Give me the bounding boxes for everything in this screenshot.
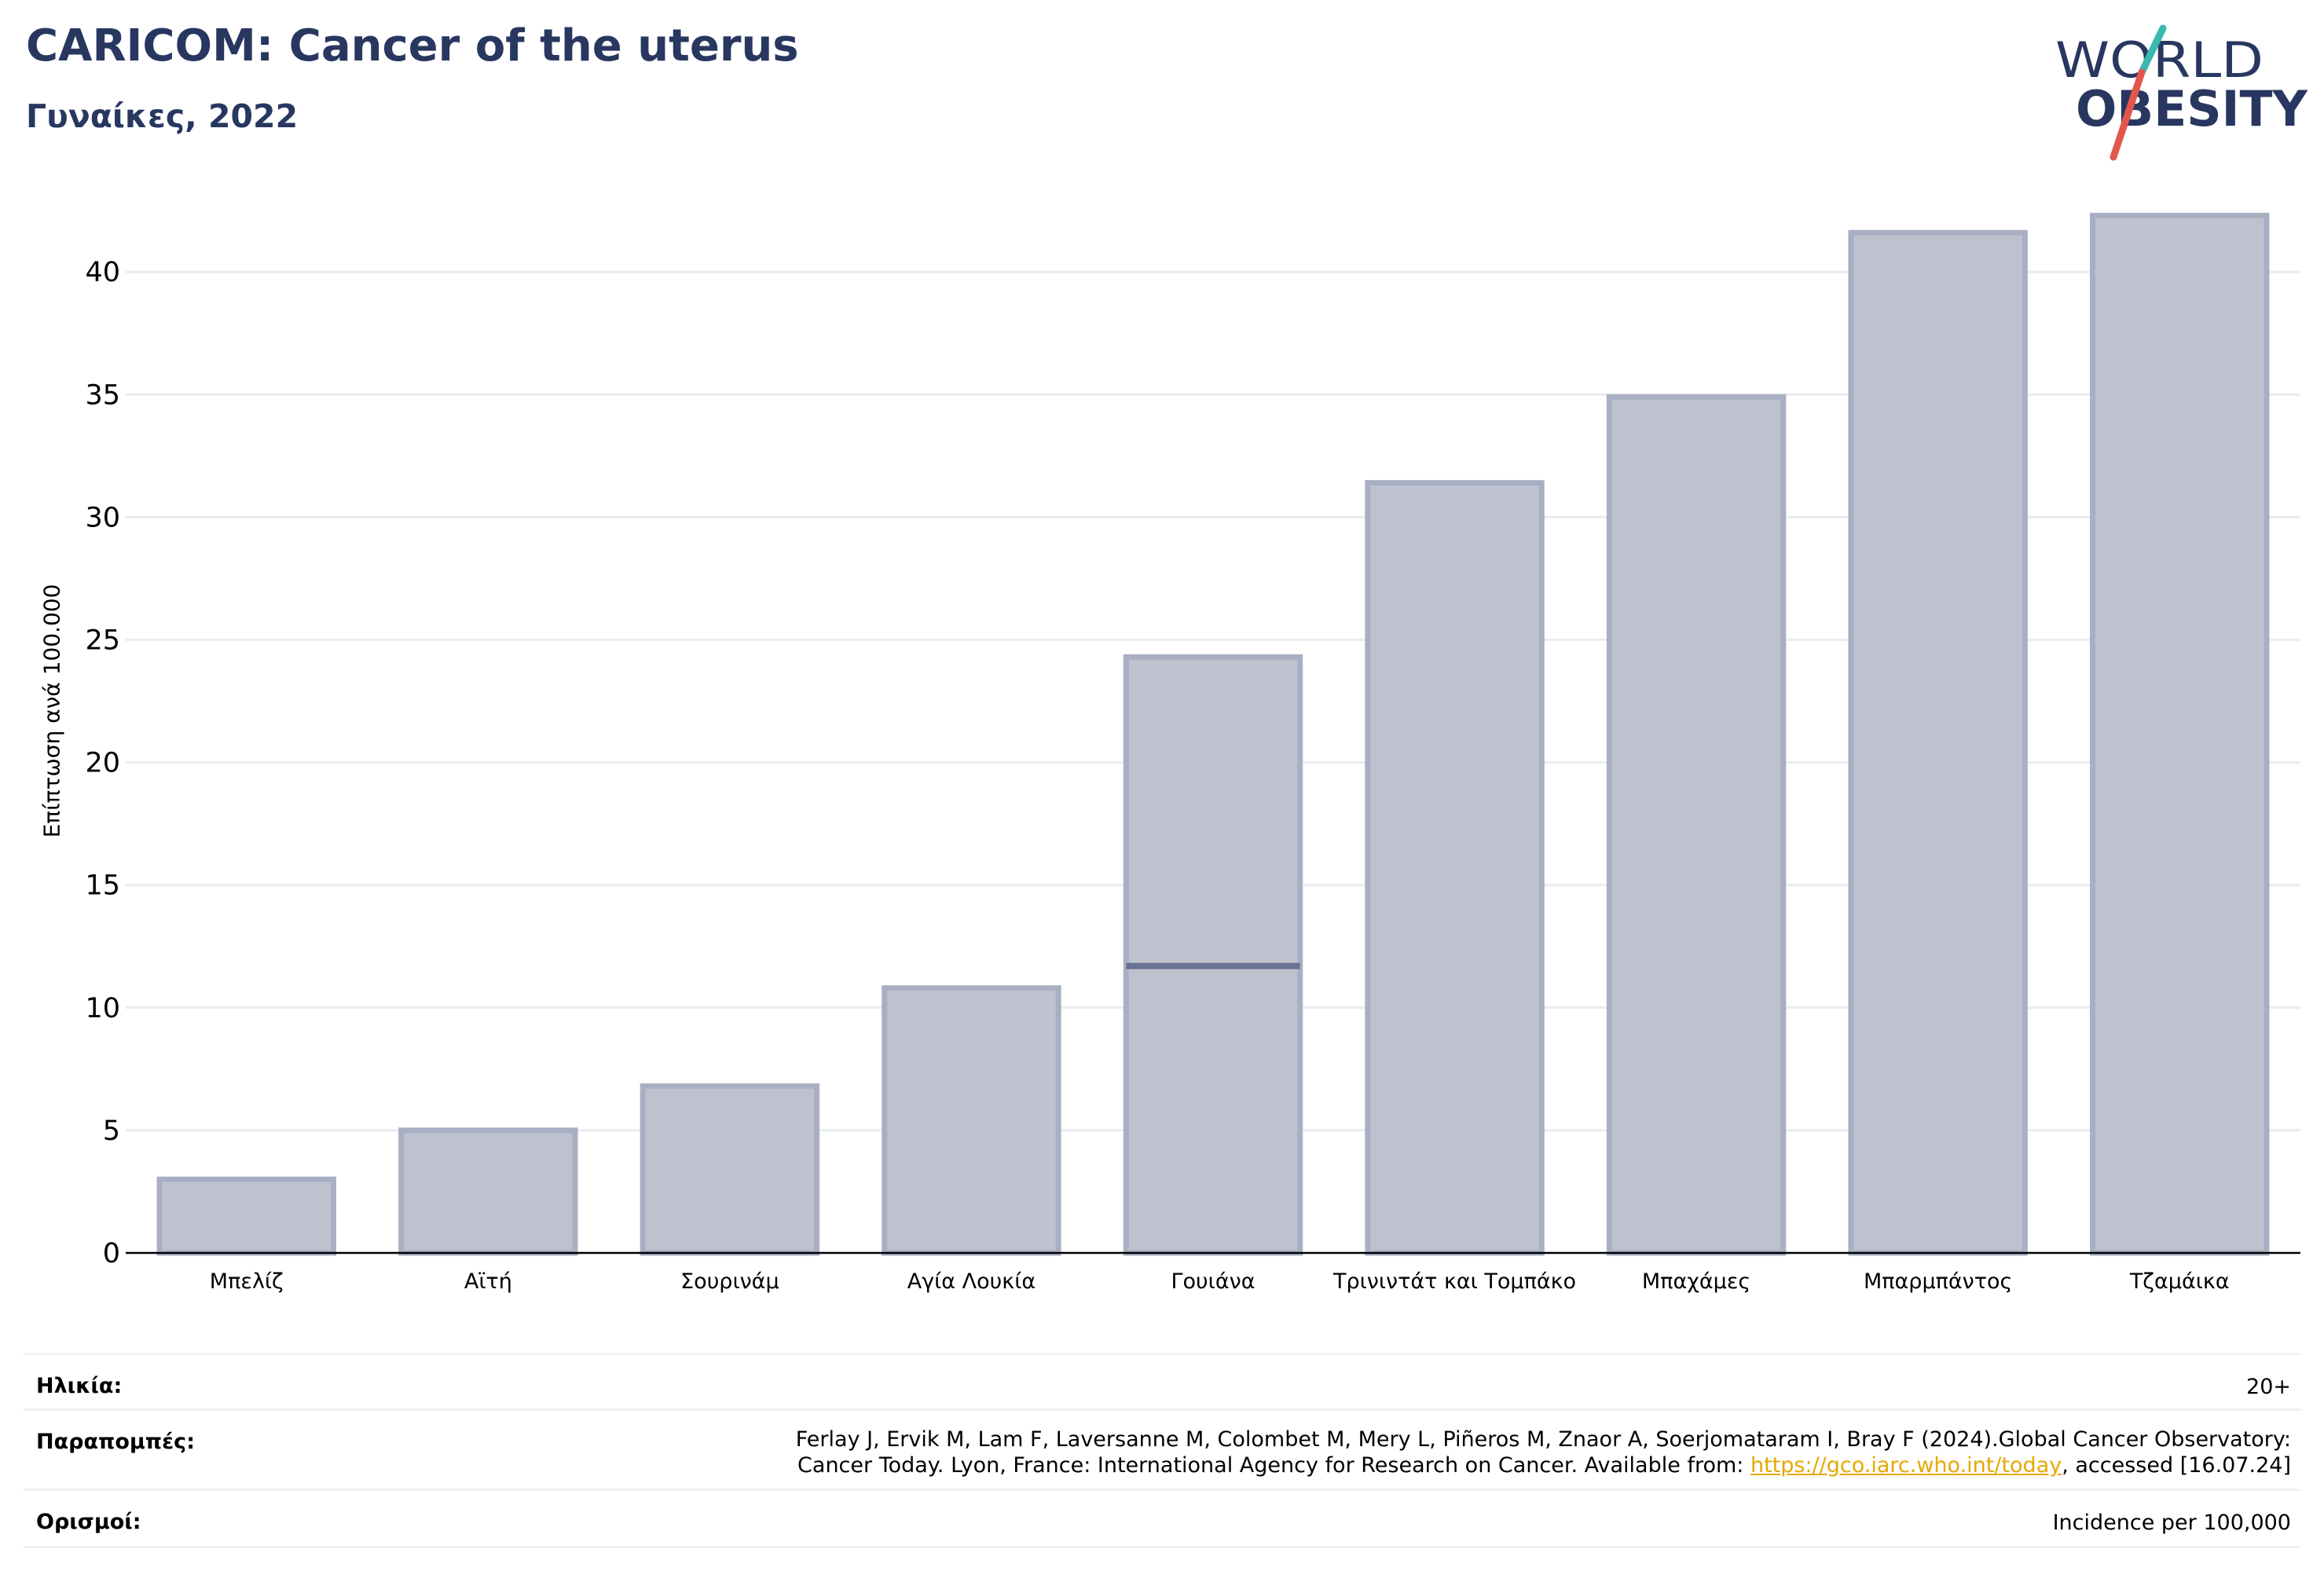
- world-obesity-logo: WORLD OBESITY: [2055, 24, 2308, 161]
- y-tick-label: 35: [85, 379, 120, 411]
- definitions-label: Ορισμοί:: [36, 1510, 141, 1534]
- references-label: Παραπομπές:: [36, 1430, 195, 1454]
- info-row-definitions: Ορισμοί: Incidence per 100,000: [24, 1489, 2300, 1548]
- references-line-2-end: , accessed [16.07.24]: [2062, 1453, 2291, 1478]
- y-tick-label: 10: [85, 993, 120, 1024]
- bar: [1606, 394, 1787, 1256]
- logo-slash-red: [2110, 68, 2146, 161]
- chart-subtitle: Γυναίκες, 2022: [26, 97, 299, 135]
- logo-slash-teal: [2138, 24, 2167, 76]
- x-tick-label: Τζαμάικα: [2129, 1269, 2230, 1294]
- x-tick-label: Σουρινάμ: [680, 1269, 779, 1294]
- bar: [1848, 229, 2028, 1256]
- bar: [398, 1127, 578, 1256]
- x-tick-label: Τρινιντάτ και Τομπάκο: [1332, 1269, 1576, 1294]
- bar: [1365, 480, 1545, 1256]
- y-tick-label: 30: [85, 502, 120, 533]
- logo-word-obesity: OBESITY: [2076, 80, 2308, 137]
- bar: [2090, 212, 2270, 1256]
- references-line-2: Cancer Today. Lyon, France: Internationa…: [796, 1452, 2291, 1478]
- x-tick-label: Αϊτή: [464, 1269, 512, 1294]
- x-tick-label: Μπαρμπάντος: [1864, 1269, 2012, 1294]
- y-tick-label: 40: [85, 257, 120, 288]
- x-tick-label: Γουιάνα: [1171, 1269, 1255, 1294]
- age-label: Ηλικία:: [36, 1374, 123, 1398]
- bar-chart: 0 5 10 15 20 25 30 35 40 Μπελίζ Αϊτή Σουρινάμ Αγία Λ…: [85, 212, 2300, 1294]
- bar: [640, 1083, 820, 1256]
- y-tick-label: 0: [103, 1238, 120, 1269]
- references-text: Ferlay J, Ervik M, Lam F, Laversanne M, …: [796, 1427, 2300, 1478]
- bar: [156, 1176, 336, 1256]
- x-tick-label: Αγία Λουκία: [907, 1269, 1036, 1294]
- chart-title: CARICOM: Cancer of the uterus: [26, 20, 799, 71]
- y-tick-label: 20: [85, 748, 120, 779]
- x-tick-label: Μπαχάμες: [1642, 1269, 1750, 1294]
- y-tick-label: 5: [103, 1115, 120, 1147]
- references-link[interactable]: https://gco.iarc.who.int/today: [1750, 1453, 2062, 1478]
- references-line-1: Ferlay J, Ervik M, Lam F, Laversanne M, …: [795, 1427, 2291, 1452]
- info-table: Ηλικία: 20+ Παραπομπές: Ferlay J, Ervik …: [24, 1353, 2300, 1548]
- definitions-value: Incidence per 100,000: [2052, 1511, 2291, 1535]
- age-value: 20+: [2246, 1375, 2291, 1399]
- y-axis-label: Επίπτωση ανά 100.000: [38, 584, 65, 838]
- y-tick-label: 25: [85, 625, 120, 657]
- bar: [882, 985, 1061, 1256]
- references-line-2-start: Cancer Today. Lyon, France: Internationa…: [797, 1453, 1750, 1478]
- x-tick-label: Μπελίζ: [210, 1269, 284, 1294]
- bar: [1123, 654, 1303, 1256]
- info-row-references: Παραπομπές: Ferlay J, Ervik M, Lam F, La…: [24, 1408, 2300, 1489]
- info-row-age: Ηλικία: 20+: [24, 1353, 2300, 1408]
- y-tick-label: 15: [85, 870, 120, 902]
